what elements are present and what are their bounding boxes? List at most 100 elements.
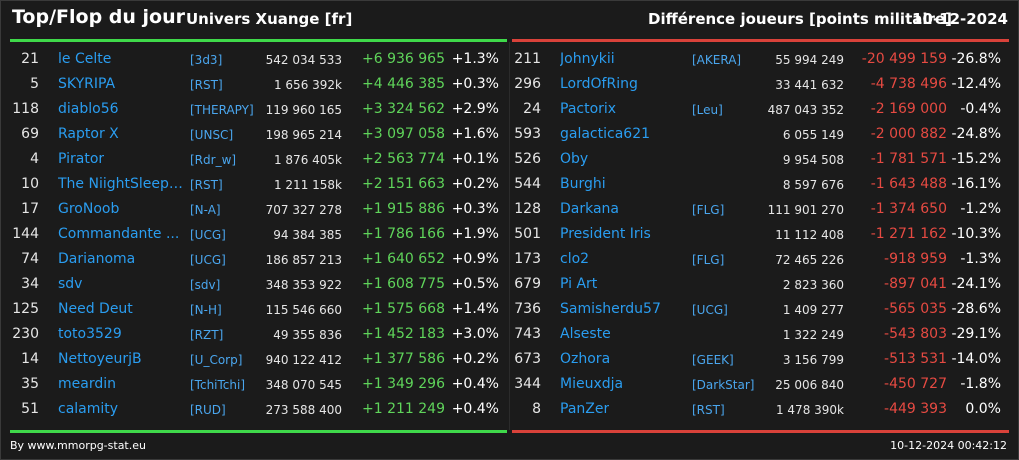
player-name-link[interactable]: Pi Art [560,276,598,292]
player-name-link[interactable]: Raptor X [58,126,119,142]
player-name-link[interactable]: meardin [58,376,116,392]
player-name-link[interactable]: galactica621 [560,126,651,142]
player-rank: 526 [514,151,541,167]
player-name-link[interactable]: GroNoob [58,201,120,217]
player-name-link[interactable]: PanZer [560,401,610,417]
player-name-link[interactable]: Johnykii [560,51,615,67]
player-rank: 10 [21,176,39,192]
page-title: Top/Flop du jour [12,6,185,28]
alliance-tag-link[interactable]: [3d3] [190,53,223,67]
top-player-row: 51 calamity [RUD] 273 588 400 +1 211 249 +0.4… [10,397,507,422]
points-difference: -897 041 [884,276,947,292]
alliance-tag-link[interactable]: [AKERA] [692,53,742,67]
player-name-link[interactable]: President Iris [560,226,651,242]
player-rank: 501 [514,226,541,242]
player-name-link[interactable]: clo2 [560,251,590,267]
alliance-tag-link[interactable]: [UCG] [692,303,728,317]
alliance-tag-link[interactable]: [UNSC] [190,128,234,142]
player-name-link[interactable]: NettoyeurjB [58,351,142,367]
percent-change: -15.2% [951,151,1001,167]
player-name-link[interactable]: Pirator [58,151,105,167]
player-name-link[interactable]: Pactorix [560,101,617,117]
player-name-link[interactable]: le Celte [58,51,112,67]
player-points: 1 656 392k [273,78,342,92]
player-rank: 173 [514,251,541,267]
footer-timestamp: 10-12-2024 00:42:12 [890,439,1007,452]
percent-change: -0.4% [960,101,1001,117]
points-difference: -565 035 [884,301,947,317]
points-difference: +2 563 774 [362,151,445,167]
alliance-tag-link[interactable]: [RUD] [190,403,226,417]
player-rank: 35 [21,376,39,392]
alliance-tag-link[interactable]: [N-A] [190,203,221,217]
alliance-tag-link[interactable]: [U_Corp] [190,353,243,367]
points-difference: -543 803 [884,326,947,342]
player-points: 6 055 149 [782,128,844,142]
percent-change: -1.3% [960,251,1001,267]
player-name-link[interactable]: diablo56 [58,101,119,117]
alliance-tag-link[interactable]: [RST] [190,78,223,92]
player-rank: 296 [514,76,541,92]
player-name-link[interactable]: toto3529 [58,326,122,342]
player-rank: 74 [21,251,39,267]
player-name-link[interactable]: Commandante ... [58,226,180,242]
player-points: 111 901 270 [767,203,844,217]
player-name-link[interactable]: calamity [58,401,119,417]
player-name-link[interactable]: sdv [58,276,83,292]
player-rank: 69 [21,126,39,142]
alliance-tag-link[interactable]: [FLG] [692,203,725,217]
alliance-tag-link[interactable]: [Leu] [692,103,723,117]
flop-player-row: 593 galactica621 6 055 149 -2 000 882 -24.8% [512,122,1009,147]
alliance-tag-link[interactable]: [THERAPY] [190,103,254,117]
player-rank: 5 [30,76,39,92]
flop-player-row: 24 Pactorix [Leu] 487 043 352 -2 169 000 -0.4… [512,97,1009,122]
flop-player-row: 128 Darkana [FLG] 111 901 270 -1 374 650 -1.2… [512,197,1009,222]
percent-change: -26.8% [951,51,1001,67]
alliance-tag-link[interactable]: [Rdr_w] [190,153,237,167]
alliance-tag-link[interactable]: [GEEK] [692,353,734,367]
player-name-link[interactable]: Need Deut [58,301,133,317]
alliance-tag-link[interactable]: [sdv] [190,278,221,292]
alliance-tag-link[interactable]: [RST] [692,403,725,417]
percent-change: +0.1% [451,151,499,167]
points-difference: -513 531 [884,351,947,367]
universe-label: Univers Xuange [fr] [186,10,353,28]
points-difference: +1 915 886 [362,201,445,217]
alliance-tag-link[interactable]: [FLG] [692,253,725,267]
alliance-tag-link[interactable]: [TchiTchi] [190,378,246,392]
points-difference: -2 169 000 [870,101,947,117]
player-rank: 118 [12,101,39,117]
player-points: 273 588 400 [265,403,342,417]
player-name-link[interactable]: Burghi [560,176,606,192]
alliance-tag-link[interactable]: [RZT] [190,328,224,342]
player-name-link[interactable]: Alseste [560,326,611,342]
alliance-tag-link[interactable]: [UCG] [190,228,226,242]
alliance-tag-link[interactable]: [N-H] [190,303,222,317]
alliance-tag-link[interactable]: [DarkStar] [692,378,755,392]
points-difference: +4 446 385 [362,76,445,92]
top-players-panel: 21 le Celte [3d3] 542 034 533 +6 936 965 +1.3… [10,47,507,422]
player-name-link[interactable]: Oby [560,151,589,167]
flop-player-row: 673 Ozhora [GEEK] 3 156 799 -513 531 -14.0% [512,347,1009,372]
player-name-link[interactable]: SKYRIPA [58,76,116,92]
player-name-link[interactable]: The NiightSleepe... [58,176,188,192]
player-name-link[interactable]: Darkana [560,201,620,217]
player-name-link[interactable]: LordOfRing [560,76,638,92]
percent-change: +0.9% [451,251,499,267]
player-points: 1 876 405k [273,153,342,167]
player-name-link[interactable]: Mieuxdja [560,376,624,392]
alliance-tag-link[interactable]: [UCG] [190,253,226,267]
player-name-link[interactable]: Ozhora [560,351,611,367]
player-name-link[interactable]: Darianoma [58,251,136,267]
percent-change: +1.9% [451,226,499,242]
player-points: 55 994 249 [775,53,844,67]
percent-change: -16.1% [951,176,1001,192]
player-name-link[interactable]: Samisherdu57 [560,301,661,317]
top-player-row: 4 Pirator [Rdr_w] 1 876 405k +2 563 774 +0.1% [10,147,507,172]
flop-player-row: 173 clo2 [FLG] 72 465 226 -918 959 -1.3% [512,247,1009,272]
player-points: 119 960 165 [265,103,342,117]
alliance-tag-link[interactable]: [RST] [190,178,223,192]
percent-change: -24.1% [951,276,1001,292]
player-points: 542 034 533 [265,53,342,67]
player-rank: 8 [532,401,541,417]
